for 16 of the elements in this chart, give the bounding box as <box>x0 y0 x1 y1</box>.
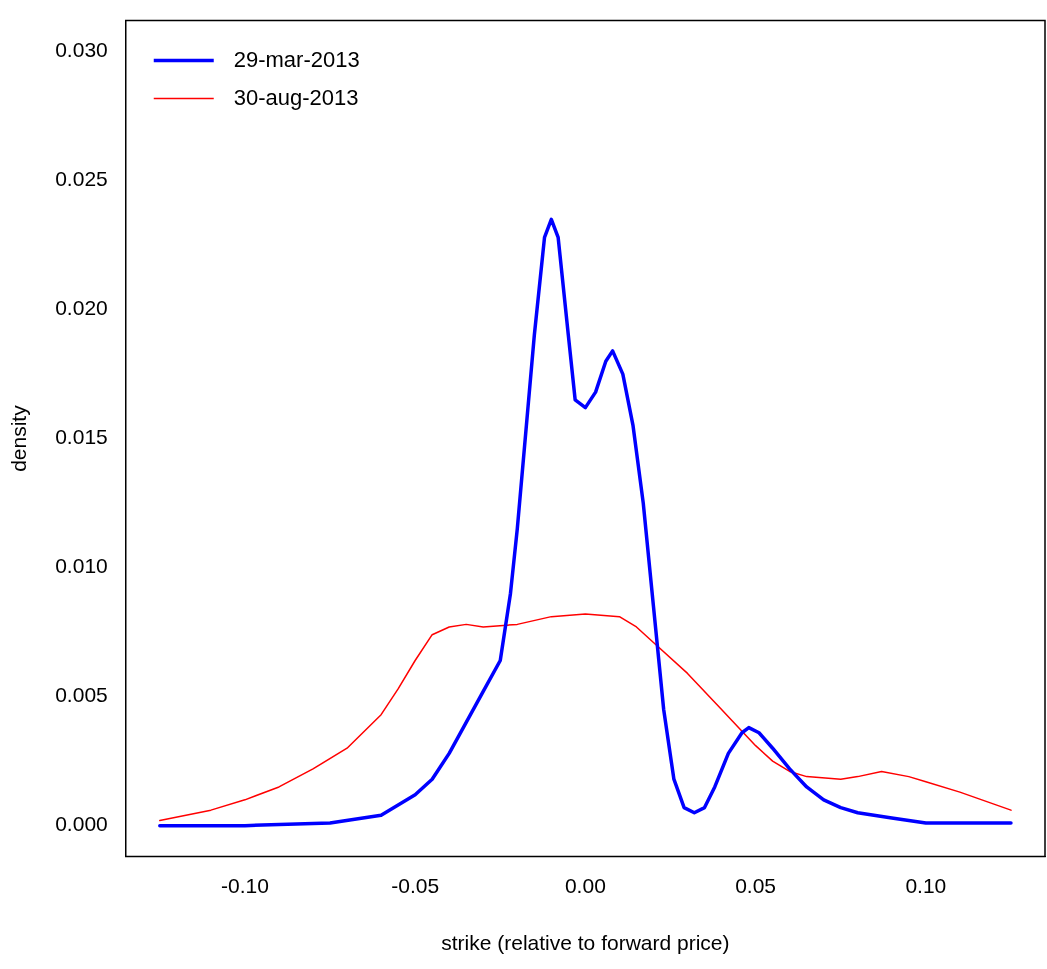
legend-label: 29-mar-2013 <box>233 46 360 72</box>
x-tick-label: -0.05 <box>391 874 440 897</box>
y-tick-label: 0.025 <box>55 167 108 191</box>
x-tick-label: 0.00 <box>564 874 606 897</box>
x-tick-label: 0.10 <box>905 874 947 897</box>
y-tick-label: 0.000 <box>55 812 108 836</box>
x-tick-label: 0.05 <box>735 874 777 897</box>
y-tick-label: 0.030 <box>55 38 108 62</box>
x-axis-title: strike (relative to forward price) <box>441 931 730 955</box>
y-tick-label: 0.015 <box>55 425 108 449</box>
y-tick-label: 0.010 <box>55 554 108 578</box>
y-axis-title: density <box>7 404 31 472</box>
y-tick-label: 0.005 <box>55 683 108 707</box>
legend-label: 30-aug-2013 <box>233 84 359 110</box>
x-tick-label: -0.10 <box>220 874 269 897</box>
y-tick-label: 0.020 <box>55 296 108 320</box>
